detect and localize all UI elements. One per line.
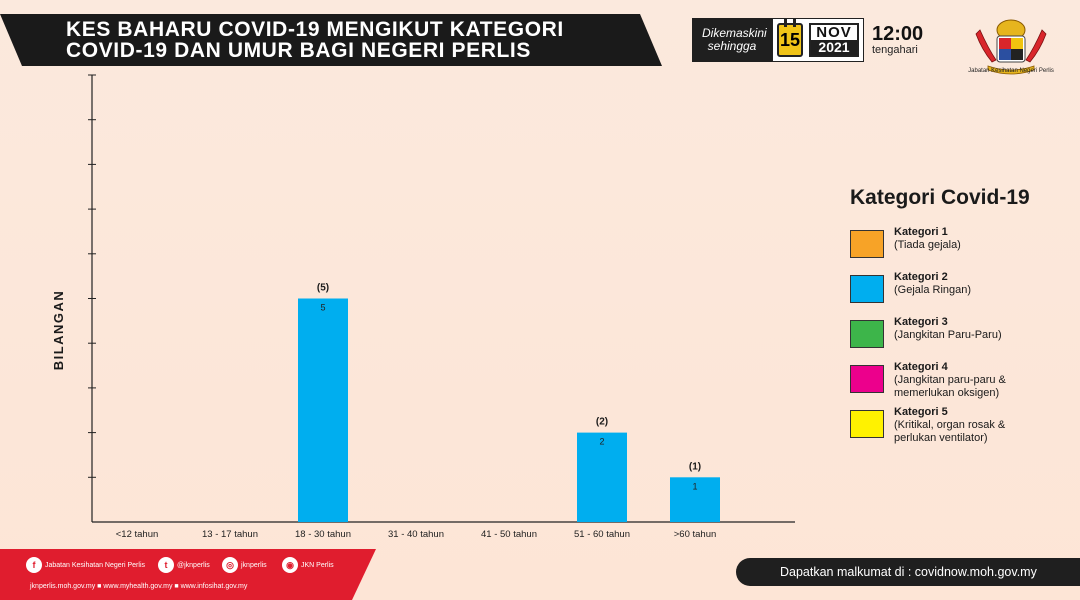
social-podcast[interactable]: ◉ JKN Perlis <box>282 557 334 573</box>
facebook-icon: f <box>26 557 42 573</box>
update-label: Dikemaskini sehingga <box>692 18 772 62</box>
legend-title: Kategori Covid-19 <box>850 186 1030 209</box>
legend: Kategori Covid-19 Kategori 1 (Tiada gejal… <box>850 186 1070 451</box>
footer-urls[interactable]: jknperlis.moh.gov.my ■ www.myhealth.gov.… <box>30 583 248 590</box>
update-label-line1: Dikemaskini <box>702 26 767 40</box>
update-time-period: tengahari <box>872 44 918 56</box>
bar <box>670 477 720 522</box>
social-instagram[interactable]: ◎ jknperlis <box>222 557 267 573</box>
twitter-icon: t <box>158 557 174 573</box>
social-twitter-label: @jknperlis <box>177 561 210 569</box>
legend-swatch <box>850 365 884 393</box>
social-footer: f Jabatan Kesihatan Negeri Perlis t @jkn… <box>0 549 376 600</box>
page-title-line1: KES BAHARU COVID-19 MENGIKUT KATEGORI <box>66 18 564 41</box>
podcast-icon: ◉ <box>282 557 298 573</box>
bar-total-label: (2) <box>596 417 608 428</box>
bar <box>298 298 348 522</box>
update-time-value: 12:00 <box>872 23 924 45</box>
legend-item: Kategori 5 (Kritikal, organ rosak & perlu… <box>850 406 1070 451</box>
bar-total-label: (1) <box>689 461 701 472</box>
x-tick-label: >60 tahun <box>674 529 717 540</box>
legend-item-desc: (Jangkitan Paru-Paru) <box>894 329 1002 341</box>
bar-value-label: 1 <box>692 481 697 491</box>
legend-item-desc: (Jangkitan paru-paru & memerlukan oksige… <box>894 374 1006 399</box>
calendar-date: 15 NOV 2021 <box>772 18 864 62</box>
x-tick-label: 18 - 30 tahun <box>295 529 351 540</box>
legend-swatch <box>850 320 884 348</box>
social-facebook[interactable]: f Jabatan Kesihatan Negeri Perlis <box>26 557 145 573</box>
legend-item: Kategori 3 (Jangkitan Paru-Paru) <box>850 316 1070 361</box>
state-crest-icon <box>975 19 1047 75</box>
y-axis-label: BILANGAN <box>51 290 66 371</box>
legend-item-name: Kategori 1 <box>894 226 948 238</box>
legend-item-name: Kategori 5 <box>894 406 948 418</box>
x-tick-label: 13 - 17 tahun <box>202 529 258 540</box>
crest-caption: Jabatan Kesihatan Negeri Perlis <box>968 68 1054 74</box>
legend-item-desc: (Kritikal, organ rosak & perlukan ventil… <box>894 419 1006 444</box>
calendar-day: 15 <box>777 19 803 57</box>
title-banner: KES BAHARU COVID-19 MENGIKUT KATEGORI CO… <box>0 14 662 66</box>
update-time: 12:00 tengahari <box>872 24 923 56</box>
instagram-icon: ◎ <box>222 557 238 573</box>
x-tick-label: 31 - 40 tahun <box>388 529 444 540</box>
legend-item: Kategori 1 (Tiada gejala) <box>850 226 1070 271</box>
legend-item: Kategori 4 (Jangkitan paru-paru & memerlu… <box>850 361 1070 406</box>
x-tick-label: 51 - 60 tahun <box>574 529 630 540</box>
social-instagram-label: jknperlis <box>241 561 267 569</box>
legend-item-name: Kategori 3 <box>894 316 948 328</box>
social-facebook-label: Jabatan Kesihatan Negeri Perlis <box>45 561 146 569</box>
calendar-year: 2021 <box>811 40 857 55</box>
bar-total-label: (5) <box>317 283 329 294</box>
update-timestamp: Dikemaskini sehingga 15 NOV 2021 12:00 t… <box>692 18 923 62</box>
update-label-line2: sehingga <box>707 39 757 53</box>
bar-value-label: 2 <box>599 437 604 447</box>
legend-item-desc: (Gejala Ringan) <box>894 284 972 296</box>
legend-swatch <box>850 275 884 303</box>
bar-value-label: 5 <box>320 303 325 313</box>
legend-item: Kategori 2 (Gejala Ringan) <box>850 271 1070 316</box>
calendar-month: NOV <box>811 25 857 40</box>
legend-item-name: Kategori 4 <box>894 361 948 373</box>
social-podcast-label: JKN Perlis <box>301 561 334 569</box>
x-tick-label: 41 - 50 tahun <box>481 529 537 540</box>
social-twitter[interactable]: t @jknperlis <box>158 557 210 573</box>
x-tick-label: <12 tahun <box>116 529 159 540</box>
info-link[interactable]: Dapatkan malkumat di : covidnow.moh.gov.… <box>736 558 1080 586</box>
bar <box>577 432 627 522</box>
calendar-month-year: NOV 2021 <box>809 23 859 57</box>
legend-item-name: Kategori 2 <box>894 271 948 283</box>
page-title-line2: COVID-19 DAN UMUR BAGI NEGERI PERLIS <box>66 39 531 62</box>
legend-swatch <box>850 230 884 258</box>
legend-swatch <box>850 410 884 438</box>
legend-item-desc: (Tiada gejala) <box>894 239 961 251</box>
